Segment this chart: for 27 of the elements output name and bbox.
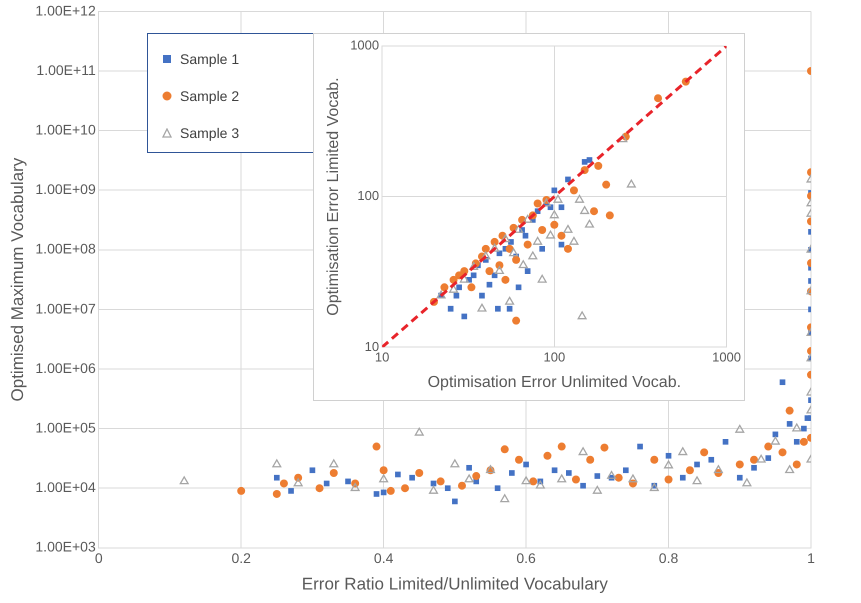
y-tick-label: 1.00E+08 [35,240,96,257]
x-tick-label: 0.2 [231,550,252,566]
x-tick-label: 0.8 [658,550,678,566]
x-axis-title: Optimisation Error Unlimited Vocab. [428,374,682,391]
x-tick-label: 100 [543,350,566,365]
y-tick-label: 1.00E+04 [35,479,96,496]
legend-label: Sample 2 [180,88,240,104]
x-tick-label: 1000 [712,350,741,365]
y-tick-label: 1.00E+09 [35,181,96,198]
x-tick-label: 0.4 [374,550,394,566]
legend-label: Sample 1 [180,50,240,66]
y-axis-title: Optimised Maximum Vocabulary [8,157,27,402]
y-tick-label: 1.00E+05 [35,419,96,436]
y-tick-label: 1.00E+12 [35,2,96,18]
y-tick-label: 1.00E+07 [35,300,96,316]
y-tick-label: 1.00E+06 [35,360,96,376]
x-tick-label: 0.6 [516,550,536,566]
y-tick-label: 1.00E+11 [36,62,96,78]
x-tick-label: 1 [807,550,816,566]
legend-label: Sample 3 [180,124,240,140]
y-tick-label: 100 [357,188,380,204]
x-axis-title: Error Ratio Limited/Unlimited Vocabulary [302,574,608,594]
y-tick-label: 1.00E+10 [35,121,96,138]
y-tick-label: 1000 [350,38,380,53]
y-axis-title: Optimisation Error Limited Vocab. [325,77,342,316]
y-tick-label: 1.00E+03 [35,538,96,555]
x-tick-label: 0 [94,550,103,566]
